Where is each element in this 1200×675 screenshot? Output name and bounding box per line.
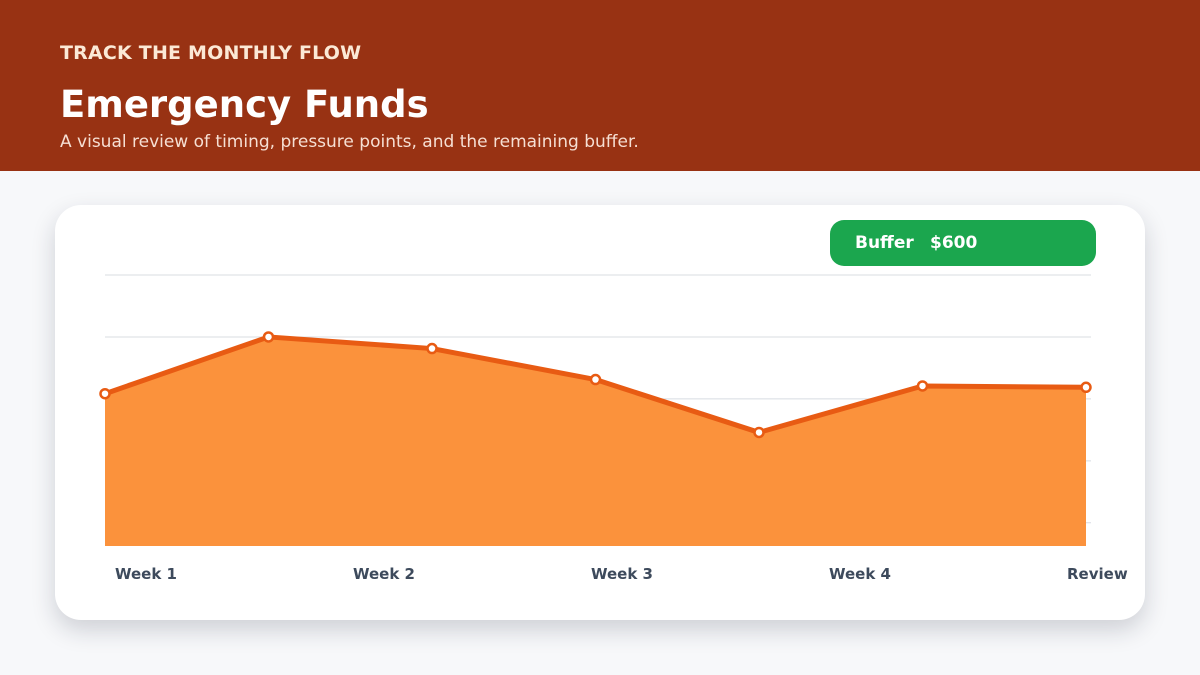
page-subtitle: A visual review of timing, pressure poin… — [60, 132, 639, 152]
data-point — [262, 331, 275, 343]
x-tick-label: Week 3 — [591, 565, 653, 583]
area-chart — [99, 274, 1092, 546]
x-tick-label: Week 1 — [115, 565, 177, 583]
buffer-badge: Buffer $600 — [830, 220, 1096, 266]
data-point — [589, 373, 602, 386]
chart-card: Buffer $600 Week 1 Week 2 Week 3 Week 4 … — [55, 205, 1145, 620]
area-fill — [105, 336, 1086, 546]
x-tick-label: Week 2 — [353, 565, 415, 583]
data-point — [1080, 381, 1092, 394]
x-tick-label: Review — [1067, 565, 1128, 583]
buffer-value: $600 — [930, 233, 978, 253]
page-title: Emergency Funds — [60, 83, 429, 126]
header-banner: TRACK THE MONTHLY FLOW Emergency Funds A… — [0, 0, 1200, 171]
data-points — [99, 331, 1092, 439]
data-point — [426, 342, 438, 355]
data-point — [99, 387, 111, 400]
data-point — [916, 380, 929, 392]
kicker-text: TRACK THE MONTHLY FLOW — [60, 42, 362, 64]
data-point — [753, 426, 765, 439]
buffer-label: Buffer — [855, 233, 914, 253]
x-tick-label: Week 4 — [829, 565, 891, 583]
